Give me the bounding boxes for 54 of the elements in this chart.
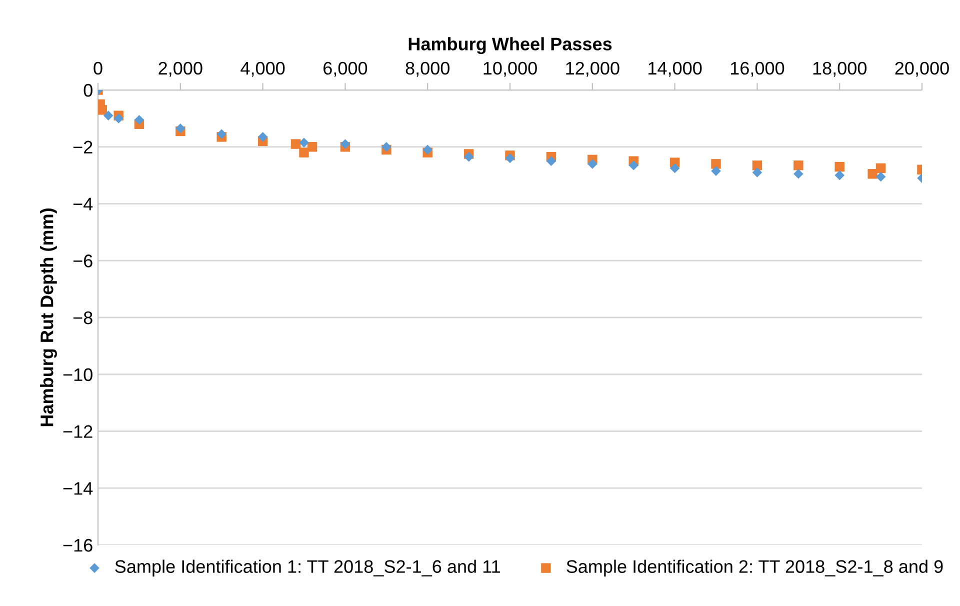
point (98, 105, 107, 115)
x-tick-label: 0 (94, 62, 102, 75)
x-tick-label: 14,000 (648, 62, 702, 77)
x-axis-title: Hamburg Wheel Passes (408, 37, 612, 54)
point (711, 166, 721, 176)
point (876, 172, 886, 182)
y-tick-label: −4 (73, 198, 93, 210)
y-tick-label: −10 (63, 368, 92, 382)
point (422, 144, 433, 155)
point (793, 168, 804, 179)
point (546, 156, 556, 166)
point (290, 139, 301, 149)
point (381, 142, 392, 152)
y-tick-label: 0 (84, 84, 92, 97)
point (258, 132, 268, 142)
x-tick-label: 16,000 (730, 62, 784, 77)
x-tick-label: 20,000 (895, 62, 949, 77)
point (216, 129, 227, 139)
y-tick-label: −2 (73, 140, 92, 154)
point (103, 110, 114, 121)
point (175, 123, 186, 134)
point (114, 114, 124, 124)
point (670, 163, 680, 174)
y-axis-title: Hamburg Rut Depth (mm) (40, 208, 57, 426)
y-tick-label: −8 (73, 311, 92, 324)
point (505, 153, 515, 164)
point (834, 170, 845, 180)
point (711, 159, 721, 169)
point (134, 114, 144, 125)
point (628, 160, 639, 170)
point (340, 139, 350, 149)
point (876, 163, 886, 174)
point (299, 138, 309, 148)
point (868, 169, 878, 179)
legend-label: Sample Identification 2: TT 2018_S2-1_8 and 9 (566, 560, 943, 577)
point (587, 159, 598, 169)
x-tick-label: 12,000 (566, 62, 620, 77)
point (794, 160, 804, 170)
x-tick-label: 10,000 (484, 62, 537, 77)
y-tick-label: −12 (63, 425, 92, 438)
point (307, 142, 318, 152)
point (752, 168, 762, 178)
x-tick-label: 8,000 (406, 62, 450, 77)
y-tick-label: −16 (63, 538, 92, 552)
y-tick-label: −14 (63, 482, 93, 495)
x-tick-label: 6,000 (324, 62, 368, 77)
x-tick-label: 4,000 (240, 62, 285, 77)
y-tick-label: −6 (73, 254, 92, 268)
x-tick-label: 2,000 (158, 62, 202, 77)
x-tick-label: 18,000 (813, 62, 867, 77)
legend-label: Sample Identification 1: TT 2018_S2-1_6 and 11 (115, 560, 500, 577)
point (464, 152, 474, 162)
point (834, 162, 844, 172)
point (299, 148, 309, 158)
